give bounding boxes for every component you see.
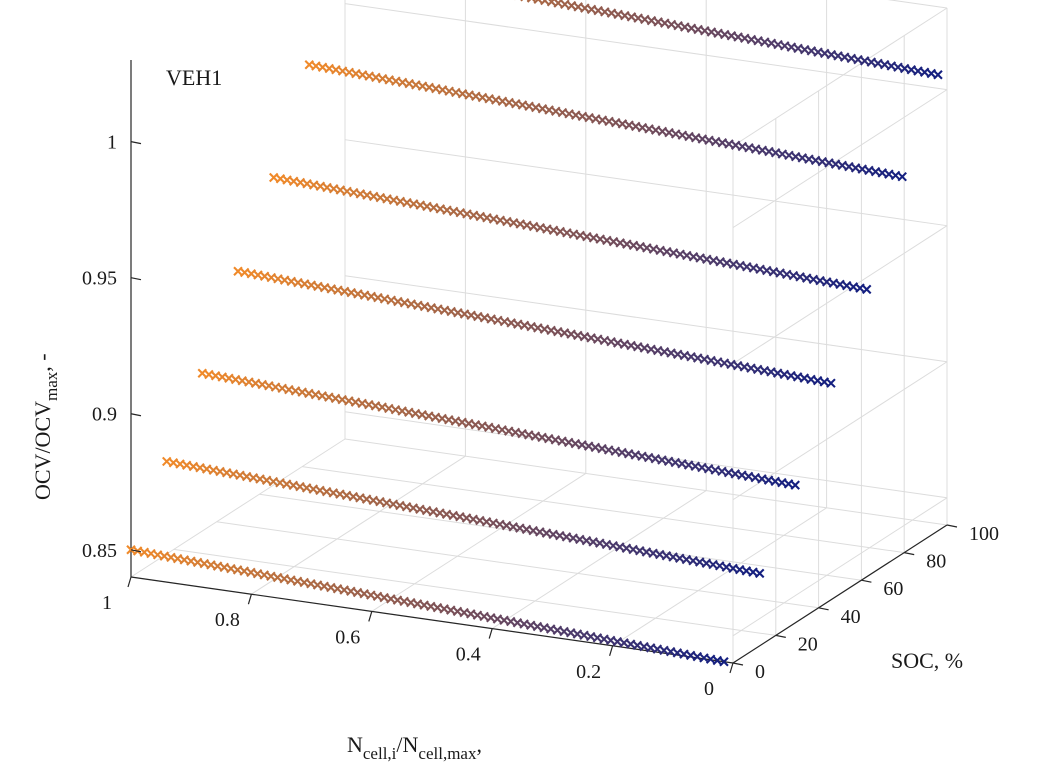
z-tick-mark bbox=[130, 549, 142, 553]
z-tick-label: 0.95 bbox=[82, 268, 117, 290]
z-axis-label-main: OCV/OCV bbox=[30, 401, 55, 500]
y-tick-mark bbox=[904, 552, 915, 556]
data-series-soc-66.7 bbox=[268, 172, 872, 295]
x-tick-label: 0.2 bbox=[576, 661, 601, 683]
grid-line-floor-y bbox=[173, 548, 776, 636]
grid-line-sidewall-z bbox=[732, 361, 948, 501]
x-tick-label: 0.6 bbox=[335, 626, 360, 648]
data-point-marker bbox=[790, 480, 800, 490]
x-axis-label-sub2: cell,max bbox=[418, 744, 477, 762]
x-axis-label-mid: /N bbox=[396, 732, 418, 757]
x-tick-label: 0.4 bbox=[456, 644, 481, 666]
z-tick-label: 0.85 bbox=[82, 540, 117, 562]
box-edge bbox=[887, 0, 948, 9]
z-axis-label: OCV/OCVmax, - bbox=[30, 353, 61, 500]
x-tick-mark bbox=[609, 645, 614, 656]
marks-layer bbox=[126, 0, 943, 667]
data-point-marker bbox=[826, 378, 836, 388]
z-tick-mark bbox=[130, 141, 142, 145]
z-tick-label: 1 bbox=[107, 132, 117, 154]
ticks-layer: 0 0.2 0.4 0.6 0.8 1 0 20 40 60 80 100 0.85 0.9 0.95 1 bbox=[82, 132, 999, 700]
z-tick-label: 0.9 bbox=[92, 404, 117, 426]
x-axis-label: Ncell,i/Ncell,max, bbox=[347, 732, 482, 762]
y-tick-mark bbox=[818, 607, 829, 611]
grid-line-backwall-z bbox=[344, 275, 948, 363]
data-series-soc-50 bbox=[233, 266, 836, 388]
x-tick-mark bbox=[488, 628, 493, 639]
z-axis-label-sub: max bbox=[42, 371, 61, 401]
grid-line-backwall-z bbox=[344, 3, 948, 91]
y-axis-label: SOC, % bbox=[891, 648, 963, 673]
annotation-label: VEH1 bbox=[166, 65, 222, 90]
grid-line-sidewall-z bbox=[732, 225, 948, 365]
x-tick-mark bbox=[247, 594, 252, 605]
grid-line-floor-y bbox=[302, 466, 905, 554]
y-tick-mark bbox=[946, 524, 958, 528]
y-tick-mark bbox=[732, 662, 744, 666]
data-point-marker bbox=[861, 284, 872, 295]
y-tick-label: 40 bbox=[841, 606, 861, 628]
y-axis-line bbox=[732, 524, 948, 664]
y-tick-label: 20 bbox=[798, 633, 818, 655]
data-point-marker bbox=[540, 0, 550, 6]
data-point-marker bbox=[719, 656, 729, 667]
grid-layer bbox=[130, 0, 948, 664]
data-point-marker bbox=[546, 0, 557, 7]
data-series-soc-0 bbox=[126, 545, 729, 667]
x-tick-mark bbox=[127, 576, 132, 588]
grid-line-floor-x bbox=[491, 490, 707, 630]
z-axis-label-tail: , - bbox=[30, 353, 55, 371]
data-series-soc-83.3 bbox=[304, 60, 907, 182]
axis-layer bbox=[130, 60, 948, 664]
data-point-marker bbox=[933, 69, 943, 80]
z-tick-mark bbox=[130, 413, 142, 417]
grid-line-backwall-z bbox=[344, 139, 948, 227]
y-tick-label: 60 bbox=[883, 578, 903, 600]
x-tick-mark bbox=[729, 662, 734, 674]
x-tick-label: 1 bbox=[102, 592, 112, 614]
x-tick-label: 0.8 bbox=[215, 609, 240, 631]
grid-line-floor-y bbox=[344, 438, 948, 526]
x-tick-mark bbox=[368, 611, 373, 622]
y-tick-mark bbox=[775, 634, 786, 638]
data-series-soc-16.7 bbox=[161, 456, 765, 579]
data-point-marker bbox=[526, 0, 537, 3]
x-axis-label-main: N bbox=[347, 732, 363, 757]
data-point-marker bbox=[533, 0, 543, 5]
y-tick-mark bbox=[861, 579, 872, 583]
grid-line-sidewall-z bbox=[732, 497, 948, 637]
z-tick-mark bbox=[130, 277, 142, 281]
x-axis-label-tail: , bbox=[476, 732, 482, 757]
data-series-soc-33.3 bbox=[197, 368, 800, 490]
y-tick-label: 0 bbox=[755, 661, 765, 683]
y-tick-label: 100 bbox=[969, 523, 999, 545]
y-tick-label: 80 bbox=[926, 551, 946, 573]
data-point-marker bbox=[754, 568, 765, 579]
grid-line-floor-x bbox=[371, 472, 587, 612]
grid-line-floor-x bbox=[612, 507, 827, 647]
box-edge bbox=[732, 7, 948, 147]
grid-line-floor-y bbox=[216, 521, 819, 609]
x-axis-label-sub1: cell,i bbox=[363, 744, 397, 762]
grid-line-sidewall-z bbox=[732, 89, 948, 229]
x-tick-label: 0 bbox=[704, 678, 714, 700]
data-point-marker bbox=[897, 171, 907, 182]
data-series-soc-100 bbox=[514, 0, 943, 80]
grid-line-floor-x bbox=[251, 455, 466, 595]
